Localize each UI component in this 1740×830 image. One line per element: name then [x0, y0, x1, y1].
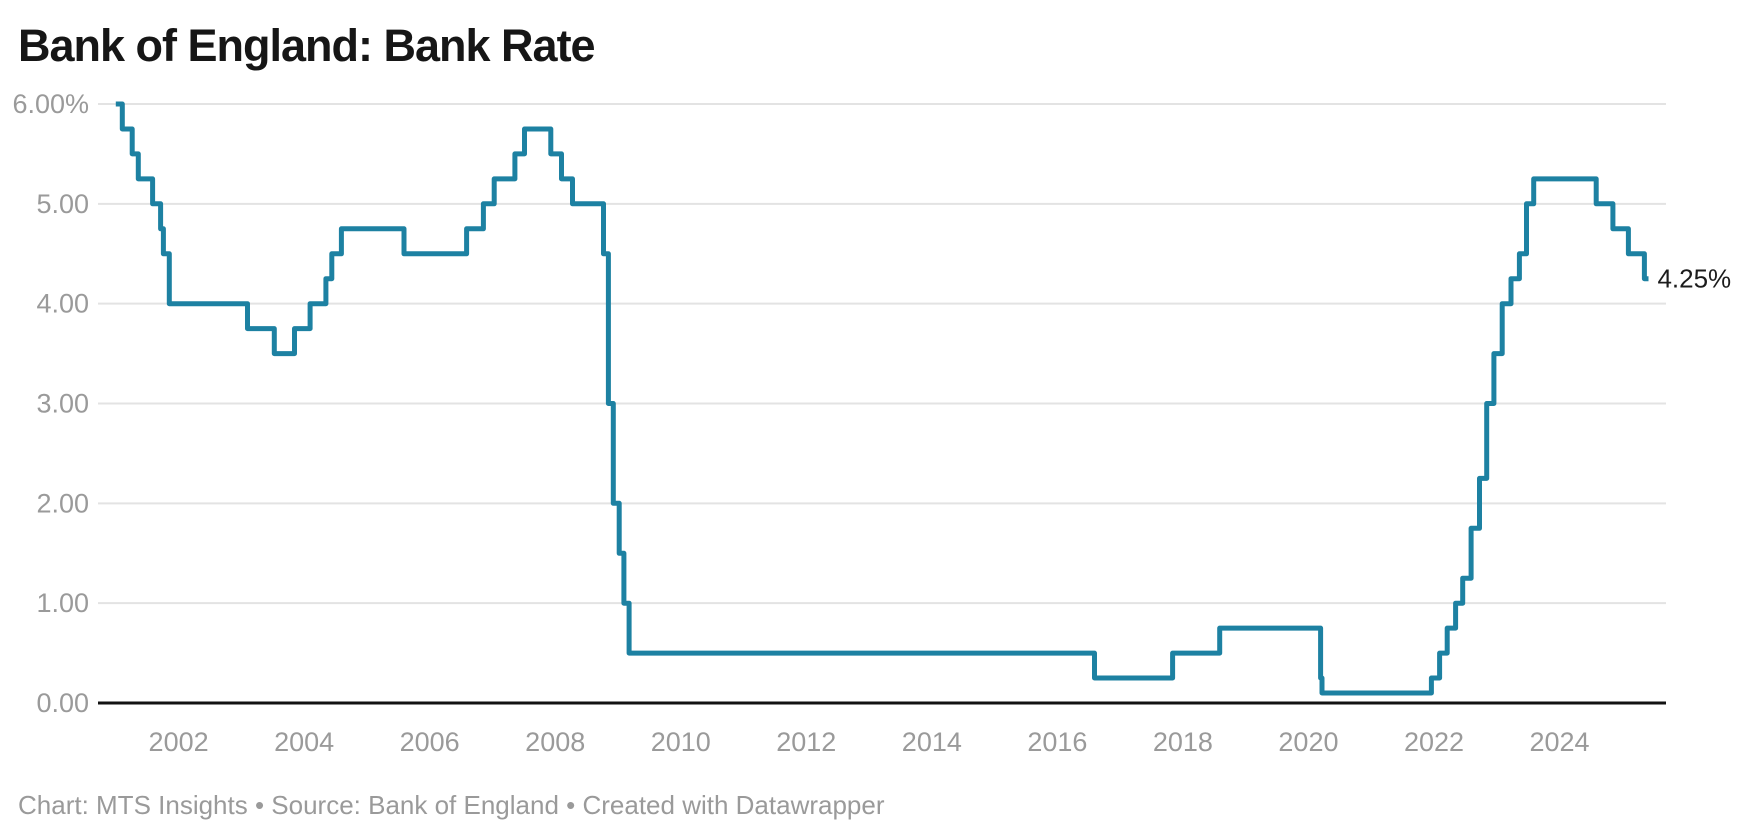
y-axis-tick-label: 1.00: [36, 588, 89, 618]
y-axis-tick-label: 2.00: [36, 488, 89, 518]
x-axis-tick-label: 2024: [1530, 727, 1590, 757]
x-axis-tick-label: 2004: [274, 727, 334, 757]
x-axis-tick-label: 2016: [1027, 727, 1087, 757]
y-axis-tick-label: 5.00: [36, 189, 89, 219]
x-axis-tick-label: 2006: [400, 727, 460, 757]
latest-value-label: 4.25%: [1657, 264, 1731, 294]
chart-footer-attribution: Chart: MTS Insights • Source: Bank of En…: [18, 790, 885, 820]
y-axis-tick-label: 0.00: [36, 688, 89, 718]
x-axis-tick-label: 2014: [902, 727, 962, 757]
x-axis-tick-label: 2002: [149, 727, 209, 757]
x-axis-tick-label: 2022: [1404, 727, 1464, 757]
x-axis-tick-label: 2018: [1153, 727, 1213, 757]
x-axis-tick-label: 2008: [525, 727, 585, 757]
bank-rate-line: [115, 101, 1649, 696]
chart-title: Bank of England: Bank Rate: [18, 20, 596, 71]
x-axis-tick-label: 2012: [776, 727, 836, 757]
y-axis-tick-label: 4.00: [36, 289, 89, 319]
x-axis-tick-label: 2020: [1278, 727, 1338, 757]
y-axis-tick-label: 6.00%: [12, 89, 89, 119]
y-axis-tick-label: 3.00: [36, 389, 89, 419]
x-axis-tick-label: 2010: [651, 727, 711, 757]
